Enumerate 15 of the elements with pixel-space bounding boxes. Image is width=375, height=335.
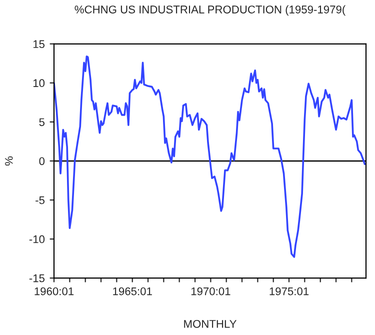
y-tick-label: 15 (33, 40, 45, 48)
line-series (54, 55, 366, 258)
y-tick-label: 5 (39, 118, 45, 126)
x-tick-label: 1960:01 (34, 287, 74, 296)
x-tick-label: 1965:01 (113, 287, 152, 296)
x-axis-title: MONTHLY (184, 320, 237, 328)
y-tick-label: -10 (29, 235, 45, 244)
y-axis-title: % (5, 156, 13, 166)
y-tick-label: 0 (39, 157, 45, 166)
y-tick-label: -5 (36, 196, 45, 204)
y-tick-label: 10 (33, 79, 45, 88)
chart-title: %CHNG US INDUSTRIAL PRODUCTION (1959-1979( (74, 5, 346, 16)
x-tick-label: 1970:01 (191, 287, 230, 296)
y-tick-label: -15 (29, 274, 45, 282)
x-tick-label: 1975:01 (270, 287, 309, 296)
